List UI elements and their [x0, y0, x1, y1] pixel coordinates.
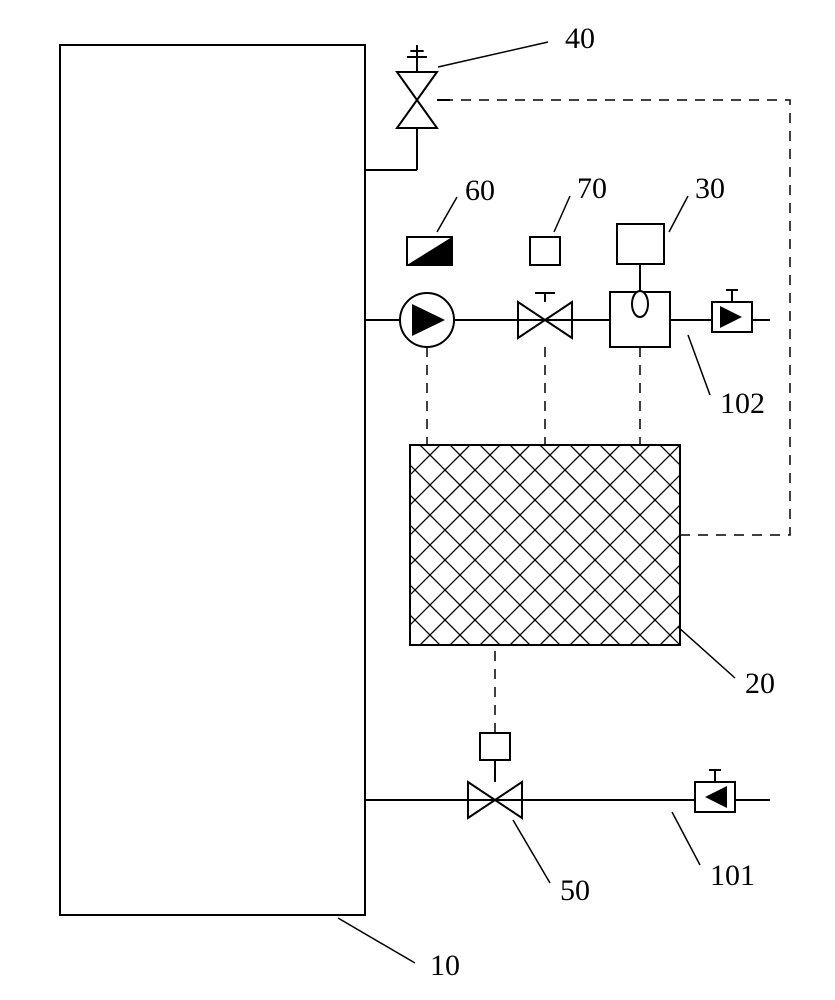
label-70: 70 — [577, 172, 607, 205]
sensor-30-bulb — [632, 291, 648, 317]
label-10: 10 — [430, 949, 460, 982]
label-40: 40 — [565, 22, 595, 55]
label-30: 30 — [695, 172, 725, 205]
label-102: 102 — [720, 387, 765, 420]
label-60: 60 — [465, 174, 495, 207]
label-101: 101 — [710, 859, 755, 892]
label-50: 50 — [560, 874, 590, 907]
label-20: 20 — [745, 667, 775, 700]
